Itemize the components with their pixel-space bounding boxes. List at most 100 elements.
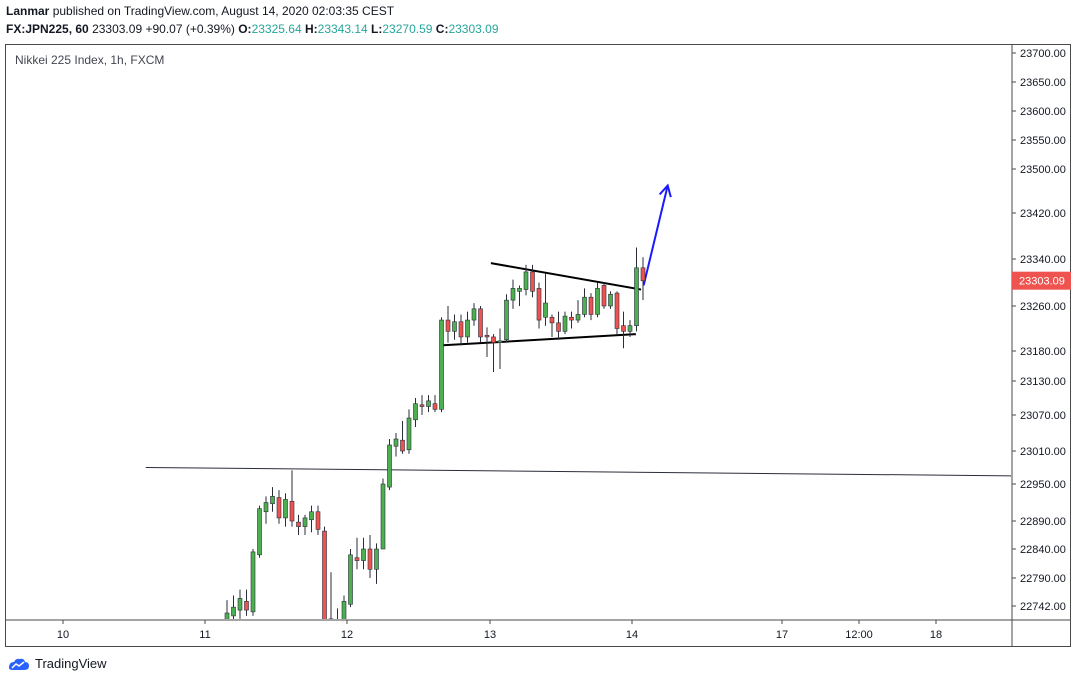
price-tick-label: 23700.00 [1020,48,1066,60]
candle-body-up [517,288,522,292]
candle-body-up [504,299,509,341]
candle-body-up [328,618,334,619]
candle-body-up [497,340,503,343]
candle [536,282,542,329]
candle [465,311,470,343]
chart-title: Nikkei 225 Index, 1h, FXCM [15,53,165,67]
price-tick-label: 23130.00 [1020,376,1066,388]
price-tick-label: 23550.00 [1020,135,1066,147]
candle [337,608,338,619]
candle [276,490,282,524]
footer-brand-label: TradingView [35,656,107,671]
candle-body-up [413,403,418,421]
candle [380,478,386,550]
candle-body-up [250,551,256,613]
candle [608,291,613,309]
price-tick-label: 23180.00 [1020,346,1066,358]
candle [244,589,249,616]
candle [439,317,444,413]
low-value: 23270.59 [382,22,433,36]
candle [393,433,399,457]
candle [413,398,418,427]
candle [224,600,230,619]
candle [289,470,295,527]
triangle-lower[interactable] [440,333,636,347]
author-name[interactable]: Lanmar [6,4,50,18]
candle-body-up [380,483,386,550]
last-price-tag-label: 23303.09 [1019,276,1065,288]
candle-body-down [367,548,373,570]
price-tick-label: 22840.00 [1020,544,1066,556]
price-tick-label: 23600.00 [1020,106,1066,118]
arrow-line[interactable] [642,185,669,286]
candle [419,395,425,415]
candle [322,526,327,619]
symbol-label[interactable]: FX:JPN225, 60 [6,22,89,36]
candle [387,439,392,491]
last-price-tag [1012,271,1071,290]
triangle-upper[interactable] [490,262,642,291]
candle-body-down [478,308,483,338]
candle-body-up [231,606,236,617]
candle-body-up [465,319,470,338]
axis-layer: 23700.00 23650.00 23600.00 23550.00 23500.00… [57,48,1071,641]
candle [250,549,256,616]
candle [543,273,548,326]
low-label: L: [371,22,383,36]
price-change: +90.07 (+0.39%) [145,22,235,36]
candle-body-up [439,319,444,410]
candle [634,247,639,332]
candle-body-down [640,267,646,282]
candle-body-up [582,296,587,315]
footer-brand[interactable]: TradingView [8,656,107,671]
candle [588,293,594,321]
candle-body-down [601,285,607,307]
candle-body-up [224,612,230,619]
candle-body-up [634,267,639,326]
candle [491,334,496,372]
candle [575,300,581,323]
candle-body-down [322,530,327,619]
candle-body-up [627,325,633,332]
price-tick-label: 23420.00 [1020,208,1066,220]
candle [270,487,275,512]
candle [510,279,516,309]
candle-body-down [315,511,321,530]
candle-body-up [270,496,275,505]
candle [595,282,600,318]
candle-body-up [348,554,353,605]
candle-body-up [237,598,243,611]
candle [627,320,633,337]
chart-frame[interactable] [5,44,1071,647]
price-tick-label: 23650.00 [1020,77,1066,89]
candle [406,409,412,454]
candle-body-up [387,444,392,488]
support-line-long[interactable] [145,467,1079,481]
candle-body-down [244,601,249,611]
candle-body-down [445,319,451,332]
candle-body-up [374,548,379,570]
ohlc-legend: FX:JPN225, 60 23303.09 +90.07 (+0.39%) O… [6,22,499,36]
candle-body-up [393,438,399,447]
price-tick-label: 23500.00 [1020,164,1066,176]
close-label: C: [435,22,449,36]
candle [556,311,561,340]
candle-body-down [400,439,405,452]
candle-body-up [543,302,548,318]
candle-body-up [283,499,288,519]
candle [237,589,243,619]
candle-body-up [302,517,308,527]
candle [354,537,360,570]
candle [302,514,308,535]
candle [530,264,535,298]
candle-body-down [536,288,542,321]
price-tick-label: 23260.00 [1020,301,1066,313]
candle [263,496,269,524]
arrow-head-icon [658,183,672,198]
tradingview-logo-icon [9,658,29,670]
time-tick-label: 10 [57,629,69,641]
price-tick-label: 22742.00 [1020,601,1066,613]
candle [426,395,431,413]
candle-body-up [341,601,347,619]
